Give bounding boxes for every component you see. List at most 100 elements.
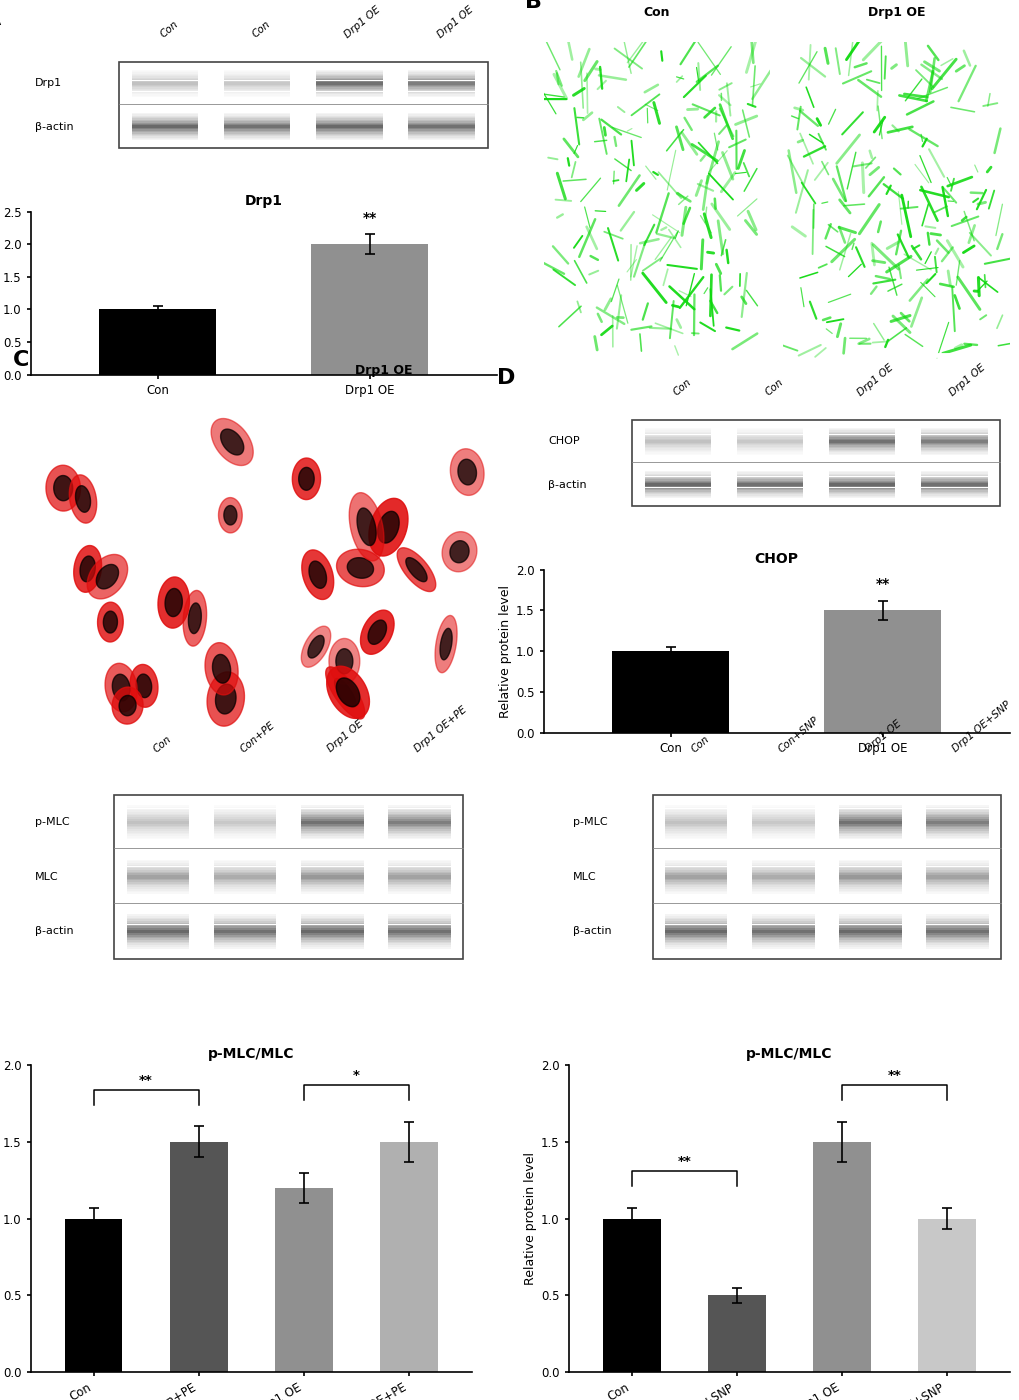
Bar (664, 931, 727, 932)
Bar (387, 806, 450, 808)
Bar (925, 867, 987, 868)
Bar (301, 938, 363, 939)
Bar (387, 923, 450, 924)
Bar (925, 883, 987, 885)
Bar (751, 916, 814, 917)
Bar (838, 923, 901, 924)
Bar (751, 872, 814, 874)
Bar (751, 930, 814, 931)
Bar (838, 881, 901, 882)
Bar (126, 934, 190, 935)
Polygon shape (302, 550, 333, 599)
Bar (126, 939, 190, 942)
Bar (838, 875, 901, 876)
Bar (751, 889, 814, 890)
Bar (100, 309, 216, 374)
Bar (214, 885, 276, 888)
Bar (387, 861, 450, 862)
Bar (664, 923, 727, 924)
Bar (126, 888, 190, 889)
Polygon shape (205, 643, 237, 694)
Bar (126, 945, 190, 946)
Polygon shape (441, 532, 477, 571)
Bar (214, 826, 276, 827)
Bar (751, 944, 814, 945)
Bar (751, 819, 814, 820)
Bar (387, 875, 450, 876)
Bar (838, 836, 901, 837)
Bar (387, 819, 450, 820)
Bar (311, 244, 428, 374)
Bar (301, 876, 363, 879)
Bar (214, 882, 276, 883)
Bar (126, 825, 190, 826)
Bar (925, 879, 987, 881)
Bar (214, 818, 276, 819)
Polygon shape (326, 666, 369, 718)
Bar (214, 813, 276, 815)
Bar (664, 944, 727, 945)
Bar (664, 812, 727, 813)
Polygon shape (211, 419, 253, 466)
Bar (126, 881, 190, 882)
Bar (664, 882, 727, 883)
Bar (126, 942, 190, 944)
Bar (751, 928, 814, 930)
Bar (214, 827, 276, 829)
Bar (664, 888, 727, 889)
Bar (925, 942, 987, 944)
Bar (301, 868, 363, 869)
Bar (925, 820, 987, 822)
Bar (664, 827, 727, 829)
Bar (751, 927, 814, 928)
Bar (751, 881, 814, 882)
Text: Drp1 OE: Drp1 OE (355, 364, 412, 377)
Bar (301, 815, 363, 818)
Bar (925, 805, 987, 806)
Bar (301, 892, 363, 895)
Polygon shape (369, 498, 408, 556)
Bar (838, 882, 901, 883)
Bar (664, 861, 727, 862)
Bar (301, 833, 363, 834)
Bar (126, 935, 190, 937)
Bar (925, 931, 987, 932)
Bar (664, 945, 727, 946)
Bar (301, 934, 363, 935)
Polygon shape (396, 547, 435, 592)
Bar (838, 945, 901, 946)
Bar (925, 888, 987, 889)
Bar (301, 809, 363, 811)
Bar (214, 836, 276, 837)
Bar (301, 805, 363, 806)
Bar (126, 916, 190, 917)
Polygon shape (308, 636, 324, 658)
Bar (925, 937, 987, 938)
Text: Drp1 OE: Drp1 OE (947, 363, 986, 398)
Bar (214, 869, 276, 872)
Bar (387, 813, 450, 815)
Polygon shape (112, 687, 143, 724)
Text: Drp1 OE: Drp1 OE (863, 718, 903, 755)
Bar (925, 832, 987, 833)
Bar (838, 833, 901, 834)
Y-axis label: Relative protein level: Relative protein level (498, 585, 512, 718)
Bar (925, 874, 987, 875)
Bar (838, 826, 901, 827)
Bar (751, 874, 814, 875)
Bar (925, 921, 987, 923)
Bar (301, 832, 363, 833)
Bar (387, 874, 450, 875)
Text: β-actin: β-actin (573, 927, 611, 937)
Bar (925, 928, 987, 930)
Bar (838, 927, 901, 928)
Bar (652, 795, 1000, 959)
Bar (664, 865, 727, 867)
Bar (838, 888, 901, 889)
Bar (387, 920, 450, 921)
Polygon shape (96, 564, 118, 589)
Bar (387, 892, 450, 895)
Bar (119, 62, 487, 148)
Bar (114, 795, 463, 959)
Bar (925, 861, 987, 862)
